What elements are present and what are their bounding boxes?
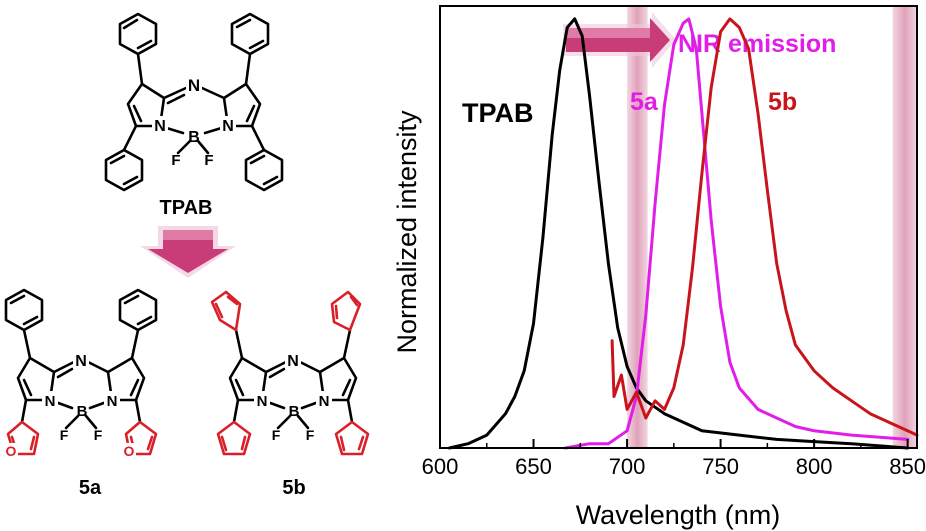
down-arrow-icon <box>140 226 236 278</box>
atom-f: F <box>272 427 281 443</box>
x-tick-label: 650 <box>515 454 552 479</box>
chemical-structures: N N N B F F TPAB <box>4 12 370 499</box>
nir-emission-label: NIR emission <box>678 30 836 58</box>
phenyl-ring <box>104 148 144 192</box>
atom-f: F <box>306 427 315 443</box>
series-line-5b <box>610 17 919 437</box>
5a-label: 5a <box>79 477 102 499</box>
atom-b: B <box>289 403 300 420</box>
tpab-atoms: N N N B F F TPAB <box>152 76 236 219</box>
tpab-label: TPAB <box>160 197 213 219</box>
atom-n: N <box>45 393 56 410</box>
phenyl-ring <box>118 12 158 56</box>
atom-n: N <box>257 393 268 410</box>
spectra-series <box>447 17 919 450</box>
series-label-5b: 5b <box>768 88 797 116</box>
atom-n: N <box>222 118 234 135</box>
series-label-5a: 5a <box>630 88 659 116</box>
y-axis-title: Normalized intensity <box>392 110 422 354</box>
furan-ring <box>124 420 158 456</box>
x-tick-label: 850 <box>889 454 926 479</box>
x-tick-label: 800 <box>796 454 833 479</box>
nir-arrow-icon <box>563 12 676 68</box>
atom-o: O <box>6 443 17 459</box>
5a-atoms: N N N B F F O O 5a <box>4 351 136 499</box>
furan-ring <box>210 290 242 332</box>
phenyl-ring <box>4 288 44 332</box>
x-tick-label: 750 <box>702 454 739 479</box>
atom-n: N <box>188 76 200 95</box>
chart-axes: 600 650 700 750 800 850 <box>422 5 926 479</box>
atom-n: N <box>287 353 299 370</box>
tpab-structure <box>104 12 284 192</box>
atom-n: N <box>154 118 166 135</box>
atom-b: B <box>188 129 200 146</box>
atom-f: F <box>204 152 213 169</box>
nir-band-1 <box>892 6 917 448</box>
atom-n: N <box>75 353 87 370</box>
series-line-5a <box>563 17 910 450</box>
atom-n: N <box>319 393 330 410</box>
series-line-tpab <box>447 17 910 450</box>
phenyl-ring <box>244 148 284 192</box>
furan-ring <box>6 420 40 456</box>
atom-o: O <box>124 443 135 459</box>
phenyl-ring <box>118 288 158 332</box>
nir-highlight-bands <box>627 6 917 448</box>
atom-b: B <box>77 403 88 420</box>
atom-f: F <box>60 427 69 443</box>
5b-label: 5b <box>282 477 305 499</box>
emission-chart: NIR emission 600 650 700 750 800 850 TPAB 5a … <box>392 5 926 530</box>
phenyl-ring <box>230 12 270 56</box>
atom-f: F <box>171 152 180 169</box>
furan-ring <box>330 290 362 332</box>
atom-f: F <box>94 427 103 443</box>
series-label-tpab: TPAB <box>462 98 534 128</box>
furan-ring <box>334 420 370 456</box>
x-axis-title: Wavelength (nm) <box>576 500 781 530</box>
atom-n: N <box>107 393 118 410</box>
5a-structure <box>4 288 158 430</box>
x-tick-label: 700 <box>609 454 646 479</box>
furan-ring <box>216 420 252 456</box>
plot-frame <box>439 5 918 449</box>
5b-atoms: N N N B F F 5b <box>254 351 332 499</box>
5b-furyl-groups <box>210 290 370 456</box>
x-tick-label: 600 <box>422 454 459 479</box>
